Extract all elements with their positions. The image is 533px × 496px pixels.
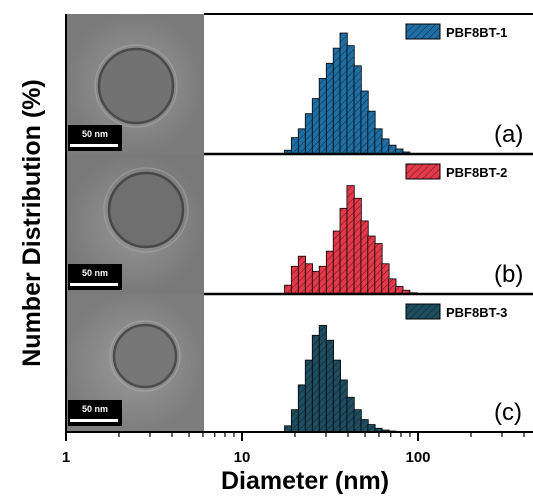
x-tick-label: 10 [234,449,251,466]
bar-panel-c-10 [353,409,362,433]
x-tick-label: 1 [62,449,70,466]
bar-panel-a-10 [353,65,362,155]
bar-panel-b-2 [297,255,307,295]
bar-panel-b-13 [374,243,383,295]
bar-panel-b-3 [304,263,314,295]
tem-particle-b [107,171,185,249]
bar-panel-c-12 [367,424,376,433]
bar-panel-a-13 [374,128,383,155]
bar-panel-b-1 [290,265,300,295]
bar-panel-b-8 [339,207,348,295]
bar-panel-a-15 [388,144,397,155]
panel-tag-a: (a) [494,121,523,148]
bar-panel-c-8 [339,379,348,433]
scale-bar-label-c: 50 nm [82,404,108,414]
bar-panel-a-5 [318,78,327,155]
bar-panel-c-4 [311,334,321,433]
legend-swatch-a [405,23,441,40]
bar-panel-c-3 [304,359,314,433]
x-axis-ticks: 1 10 100 [62,432,525,466]
bar-panel-a-12 [367,110,376,155]
tem-image-c: 50 nm [66,294,204,432]
legend-label-b: PBF8BT-2 [446,165,507,180]
scale-bar-a [70,144,118,147]
bar-panel-a-3 [304,113,314,155]
legend-swatch-b [405,163,441,180]
tem-image-a: 50 nm [66,14,204,154]
legend-label-c: PBF8BT-3 [446,305,507,320]
bar-panel-b-9 [346,185,355,295]
bar-panel-c-5 [318,324,327,433]
bar-panel-a-8 [339,32,348,155]
bar-panel-b-10 [353,197,362,295]
bar-panel-a-6 [325,62,335,155]
bar-panel-b-14 [381,263,390,295]
bar-panel-c-6 [325,339,335,433]
bar-panel-c-9 [346,396,355,433]
scale-bar-label-a: 50 nm [82,129,108,139]
tem-particle-halo-b [103,167,189,253]
panel-tag-c: (c) [494,399,522,426]
bar-panel-b-0 [284,284,293,295]
tem-particle-c [112,323,178,389]
tem-particle-a [97,47,175,125]
bar-panel-c-7 [332,359,341,433]
scale-bar-b [70,283,118,286]
histogram-bars [284,32,418,433]
bar-panel-a-9 [346,45,355,155]
bar-panel-a-1 [290,137,300,155]
bar-panel-a-14 [381,138,390,155]
legend-label-a: PBF8BT-1 [446,25,507,40]
bar-panel-a-11 [360,90,369,155]
bar-panel-a-4 [311,98,321,155]
bar-panel-b-5 [318,265,327,295]
bar-panel-c-1 [290,409,300,433]
scale-bar-label-b: 50 nm [82,268,108,278]
bar-panel-a-2 [297,128,307,155]
bar-panel-b-11 [360,220,369,295]
legend-b: PBF8BT-2 [405,163,507,180]
bar-panel-c-2 [297,384,307,433]
x-axis-title: Diameter (nm) [221,467,389,495]
legend-swatch-c [405,303,441,320]
x-tick-label: 100 [406,449,431,466]
bar-panel-b-12 [367,235,376,295]
panel-tag-b: (b) [494,261,523,288]
tem-image-b: 50 nm [66,154,204,294]
scale-bar-c [70,419,118,422]
legend-c: PBF8BT-3 [405,303,507,320]
bar-panel-c-11 [360,419,369,433]
legend-a: PBF8BT-1 [405,23,507,40]
tem-particle-halo-c [109,320,181,392]
bar-panel-b-4 [311,270,321,295]
bar-panel-b-7 [332,230,341,295]
tem-particle-halo-a [94,44,178,128]
bar-panel-b-15 [388,278,397,295]
bar-panel-b-6 [325,250,335,295]
y-axis-title: Number Distribution (%) [18,79,46,367]
bar-panel-a-7 [332,47,341,155]
